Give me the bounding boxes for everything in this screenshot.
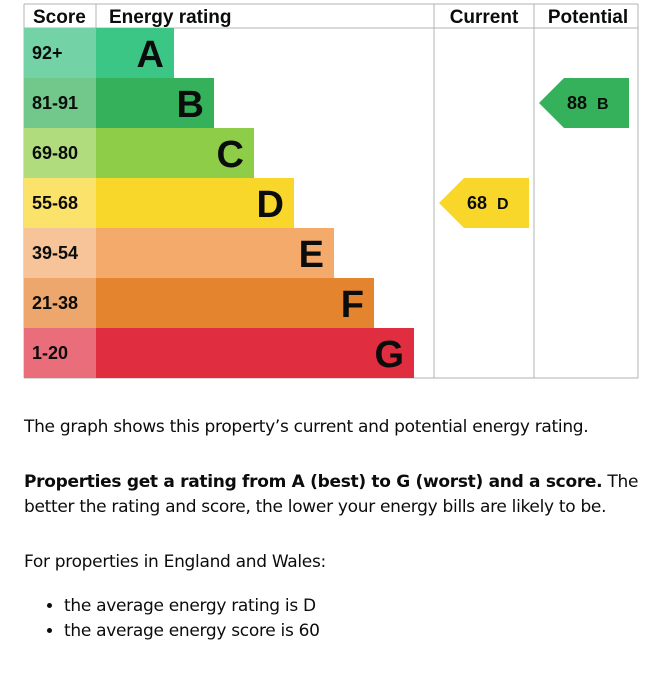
band-letter-e: E xyxy=(299,234,324,276)
current-letter: D xyxy=(497,196,509,213)
score-range-g: 1-20 xyxy=(32,343,68,363)
score-cell-d xyxy=(24,178,96,228)
rating-explanation-rest: The better the rating and score, the low… xyxy=(24,472,639,517)
band-bar-a xyxy=(96,28,174,78)
current-marker-label: 68 D xyxy=(467,193,509,213)
score-cell-b xyxy=(24,78,96,128)
current-score: 68 xyxy=(467,193,487,213)
rating-bands: 92+ A 81-91 B 69-80 C 55-68 D 39-54 E 21-38 F 1-20 G xyxy=(24,28,414,378)
band-bar-b xyxy=(96,78,214,128)
band-letter-d: D xyxy=(257,184,284,226)
score-cell-f xyxy=(24,278,96,328)
band-letter-a: A xyxy=(137,34,164,76)
score-cell-a xyxy=(24,28,96,78)
score-range-f: 21-38 xyxy=(32,293,78,313)
potential-marker-arrow xyxy=(539,78,629,128)
england-wales-intro: For properties in England and Wales: xyxy=(24,552,326,572)
energy-rating-chart: Score Energy rating Current Potential 92… xyxy=(23,3,639,379)
band-letter-b: B xyxy=(177,84,204,126)
score-cell-g xyxy=(24,328,96,378)
potential-column-header: Potential xyxy=(548,7,628,28)
band-bar-e xyxy=(96,228,334,278)
band-letter-g: G xyxy=(374,334,404,376)
potential-marker-label: 88 B xyxy=(567,93,609,113)
potential-score: 88 xyxy=(567,93,587,113)
band-bar-g xyxy=(96,328,414,378)
score-range-e: 39-54 xyxy=(32,243,78,263)
score-range-b: 81-91 xyxy=(32,93,78,113)
band-bar-f xyxy=(96,278,374,328)
rating-column-header: Energy rating xyxy=(109,7,231,28)
average-score-item: the average energy score is 60 xyxy=(64,619,320,644)
potential-letter: B xyxy=(597,96,609,113)
score-column-header: Score xyxy=(33,7,86,28)
band-bar-c xyxy=(96,128,254,178)
score-range-c: 69-80 xyxy=(32,143,78,163)
averages-list: the average energy rating is D the avera… xyxy=(24,594,320,644)
score-range-d: 55-68 xyxy=(32,193,78,213)
band-bar-d xyxy=(96,178,294,228)
current-column-header: Current xyxy=(450,7,519,28)
score-cell-c xyxy=(24,128,96,178)
band-letter-c: C xyxy=(217,134,244,176)
rating-markers: 68 D 88 B xyxy=(439,78,629,228)
rating-explanation: Properties get a rating from A (best) to… xyxy=(24,470,644,520)
average-rating-item: the average energy rating is D xyxy=(64,594,320,619)
score-cell-e xyxy=(24,228,96,278)
band-letter-f: F xyxy=(341,284,364,326)
chart-description: The graph shows this property’s current … xyxy=(24,417,589,437)
current-marker-arrow xyxy=(439,178,529,228)
score-range-a: 92+ xyxy=(32,43,63,63)
rating-explanation-bold: Properties get a rating from A (best) to… xyxy=(24,472,603,492)
